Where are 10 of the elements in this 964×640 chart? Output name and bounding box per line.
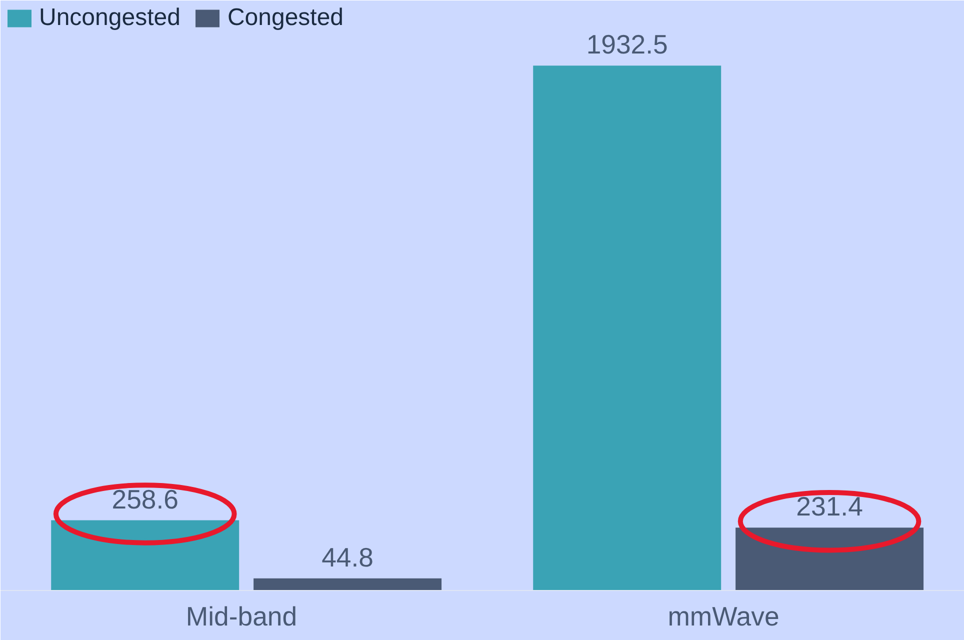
data-label: 1932.5	[586, 30, 668, 60]
x-tick-label: mmWave	[668, 602, 780, 632]
x-tick-label: Mid-band	[186, 602, 298, 632]
data-label: 44.8	[322, 542, 374, 572]
data-label: 258.6	[112, 484, 178, 514]
legend-label: Congested	[227, 4, 344, 32]
bar	[254, 578, 442, 590]
legend-label: Uncongested	[39, 4, 180, 32]
data-label: 231.4	[796, 492, 864, 522]
bar	[533, 66, 722, 590]
